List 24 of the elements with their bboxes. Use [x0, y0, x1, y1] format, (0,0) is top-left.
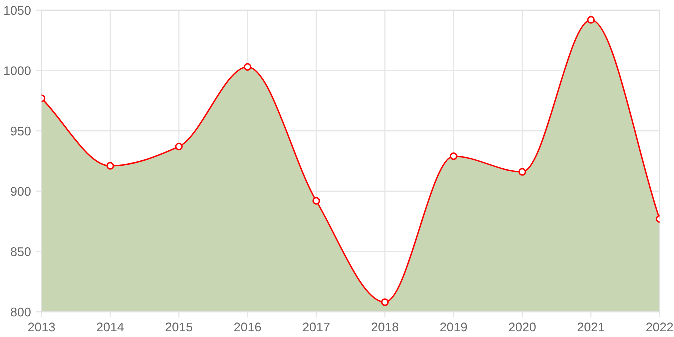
- point: [450, 152, 458, 160]
- x-tick-label: 2022: [646, 322, 674, 332]
- point: [381, 298, 389, 306]
- x-tick-label: 2020: [509, 322, 536, 332]
- point: [312, 197, 320, 205]
- x-tick-label: 2021: [578, 322, 604, 332]
- y-tick-label: 950: [11, 126, 31, 136]
- point: [244, 63, 252, 71]
- point: [587, 16, 595, 24]
- x-tick-label: 2015: [166, 322, 193, 332]
- point: [106, 162, 114, 170]
- point: [175, 142, 183, 151]
- y-tick-label: 1000: [4, 66, 31, 76]
- y-tick-label: 850: [11, 248, 31, 256]
- point: [518, 168, 526, 176]
- x-tick-label: 2019: [440, 322, 468, 332]
- y-tick-label: 800: [11, 308, 31, 317]
- x-tick-label: 2013: [28, 322, 56, 332]
- x-tick-label: 2017: [303, 322, 330, 332]
- x-tick-label: 2014: [97, 322, 124, 332]
- x-tick-label: 2016: [234, 322, 262, 332]
- x-tick-label: 2018: [372, 322, 399, 332]
- y-tick-label: 900: [11, 187, 31, 196]
- y-tick-label: 1050: [4, 6, 31, 16]
